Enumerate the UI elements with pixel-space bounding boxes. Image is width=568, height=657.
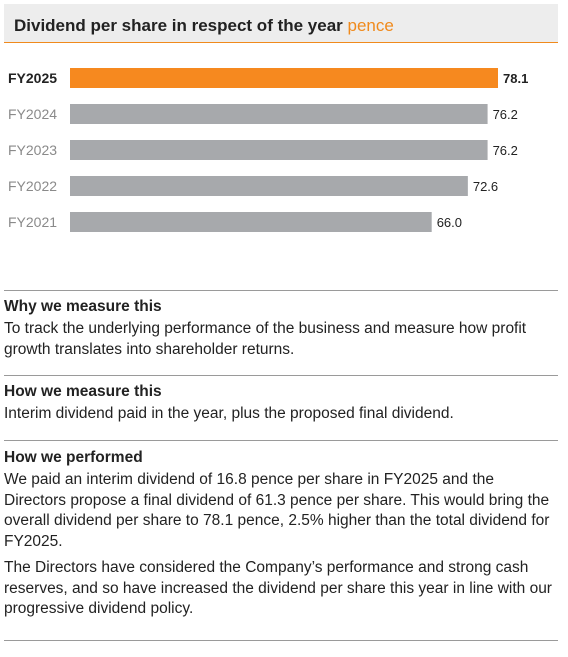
section-paragraph: To track the underlying performance of t… <box>4 320 527 358</box>
chart-title: Dividend per share in respect of the yea… <box>14 16 394 36</box>
value-label: 72.6 <box>473 179 498 194</box>
divider <box>4 440 558 441</box>
category-label: FY2023 <box>8 142 57 158</box>
chart-unit: pence <box>347 16 394 35</box>
value-label: 78.1 <box>503 71 528 86</box>
value-label: 76.2 <box>493 143 518 158</box>
section-why: Why we measure this To track the underly… <box>4 298 558 360</box>
chart-header: Dividend per share in respect of the yea… <box>4 4 558 43</box>
section-heading: How we measure this <box>4 383 162 400</box>
category-label: FY2021 <box>8 214 57 230</box>
bar-fy2022 <box>70 176 468 196</box>
category-label: FY2024 <box>8 106 57 122</box>
bar-fy2023 <box>70 140 488 160</box>
bar-fy2025 <box>70 68 498 88</box>
section-paragraph: Interim dividend paid in the year, plus … <box>4 405 454 422</box>
value-label: 66.0 <box>437 215 462 230</box>
section-heading: How we performed <box>4 449 143 466</box>
section-paragraph: The Directors have considered the Compan… <box>4 559 552 617</box>
category-label: FY2022 <box>8 178 57 194</box>
divider <box>4 375 558 376</box>
divider <box>4 640 558 641</box>
bar-fy2021 <box>70 212 432 232</box>
value-label: 76.2 <box>493 107 518 122</box>
section-how-performed: How we performed We paid an interim divi… <box>4 449 558 620</box>
dividend-bar-chart: FY2025 78.1 FY2024 76.2 FY2023 76.2 FY2022 72.6… <box>8 68 528 232</box>
section-how-measure: How we measure this Interim dividend pai… <box>4 383 558 425</box>
divider <box>4 290 558 291</box>
section-heading: Why we measure this <box>4 298 162 315</box>
section-paragraph: We paid an interim dividend of 16.8 penc… <box>4 471 550 550</box>
bar-fy2024 <box>70 104 488 124</box>
chart-title-text: Dividend per share in respect of the yea… <box>14 16 343 35</box>
category-label: FY2025 <box>8 70 57 86</box>
